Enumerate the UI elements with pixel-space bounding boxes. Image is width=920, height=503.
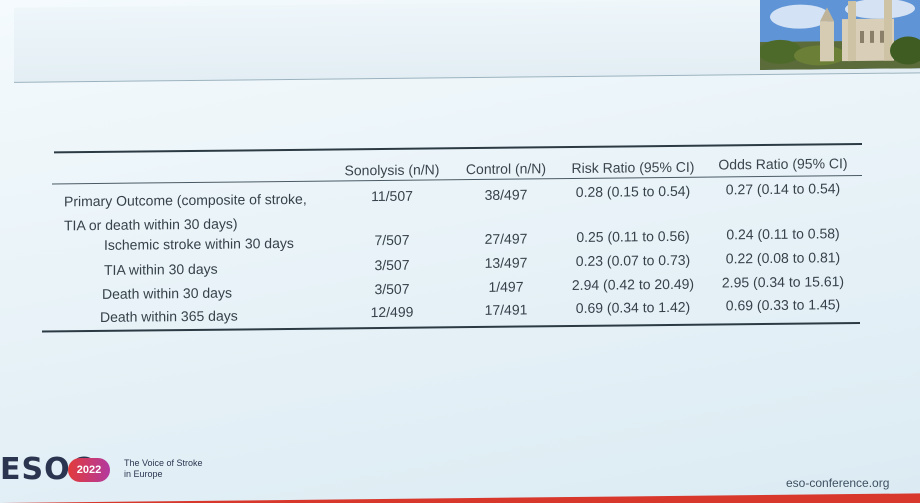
cell-control: 17/491 [484,301,528,318]
header-risk-ratio: Risk Ratio (95% CI) [571,158,695,177]
cell-sonolysis: 3/507 [374,280,410,298]
cell-odds-ratio: 0.22 (0.08 to 0.81) [725,249,841,267]
cell-odds-ratio: 2.95 (0.34 to 15.61) [721,273,845,291]
cell-risk-ratio: 0.25 (0.11 to 0.56) [576,227,690,245]
cell-odds-ratio: 0.24 (0.11 to 0.58) [726,225,840,243]
header-sonolysis: Sonolysis (n/N) [344,161,440,179]
cell-sonolysis: 7/507 [374,231,410,249]
results-table: Sonolysis (n/N) Control (n/N) Risk Ratio… [42,142,862,333]
cell-risk-ratio: 0.69 (0.34 to 1.42) [575,298,691,316]
cell-control: 27/497 [484,230,528,247]
cell-sonolysis: 3/507 [374,256,410,274]
row-label-death-30: Death within 30 days [102,284,232,302]
cell-odds-ratio: 0.27 (0.14 to 0.54) [725,180,841,198]
cell-sonolysis: 12/499 [370,303,414,321]
cell-control: 1/497 [488,278,524,295]
tagline-line-2: in Europe [124,469,163,479]
row-label-primary-outcome: Primary Outcome (composite of stroke, [64,190,307,210]
lyon-basilica-photo [760,0,920,71]
conference-url: eso-conference.org [786,476,890,490]
table-top-rule [54,142,862,154]
cell-sonolysis: 11/507 [371,187,413,205]
cell-control: 13/497 [484,254,528,271]
cell-risk-ratio: 0.23 (0.07 to 0.73) [575,251,691,269]
tagline: The Voice of Stroke in Europe [124,458,244,480]
row-label-ischemic-stroke: Ischemic stroke within 30 days [104,234,294,253]
row-label-primary-outcome-cont: TIA or death within 30 days) [64,215,238,234]
cell-odds-ratio: 0.69 (0.33 to 1.45) [725,296,841,314]
tagline-line-1: The Voice of Stroke [124,458,203,468]
cell-risk-ratio: 2.94 (0.42 to 20.49) [571,275,695,294]
header-control: Control (n/N) [465,160,547,178]
row-label-tia: TIA within 30 days [104,260,218,278]
row-label-death-365: Death within 365 days [100,307,238,325]
cell-risk-ratio: 0.28 (0.15 to 0.54) [575,182,691,200]
header-odds-ratio: Odds Ratio (95% CI) [718,155,848,173]
cell-control: 38/497 [484,186,528,203]
year-badge: 2022 [68,458,110,482]
